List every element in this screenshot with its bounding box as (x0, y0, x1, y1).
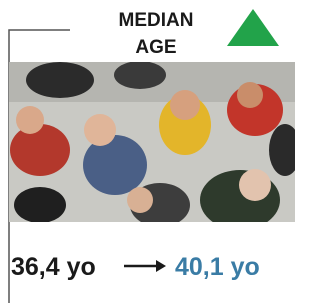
infographic: MEDIAN AGE 36,4 yo (0, 0, 295, 303)
title-line: AGE (135, 37, 176, 58)
title-line: MEDIAN (119, 10, 194, 31)
page: MEDIAN AGE 36,4 yo (0, 0, 295, 303)
increase-icon (227, 9, 279, 46)
from-value: 36,4 yo (11, 253, 96, 281)
to-value: 40,1 yo (175, 253, 260, 281)
arrow (124, 260, 166, 272)
photo (9, 61, 295, 230)
